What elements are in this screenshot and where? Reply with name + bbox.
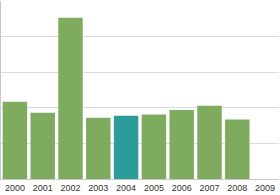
svg-text:2007: 2007: [199, 183, 219, 193]
svg-text:2001: 2001: [33, 183, 53, 193]
svg-text:2004: 2004: [116, 183, 136, 193]
svg-text:2009: 2009: [255, 183, 275, 193]
svg-text:2003: 2003: [88, 183, 108, 193]
svg-text:2006: 2006: [172, 183, 192, 193]
svg-text:2002: 2002: [60, 183, 80, 193]
svg-text:2008: 2008: [227, 183, 247, 193]
svg-text:2005: 2005: [144, 183, 164, 193]
svg-text:2000: 2000: [5, 183, 25, 193]
